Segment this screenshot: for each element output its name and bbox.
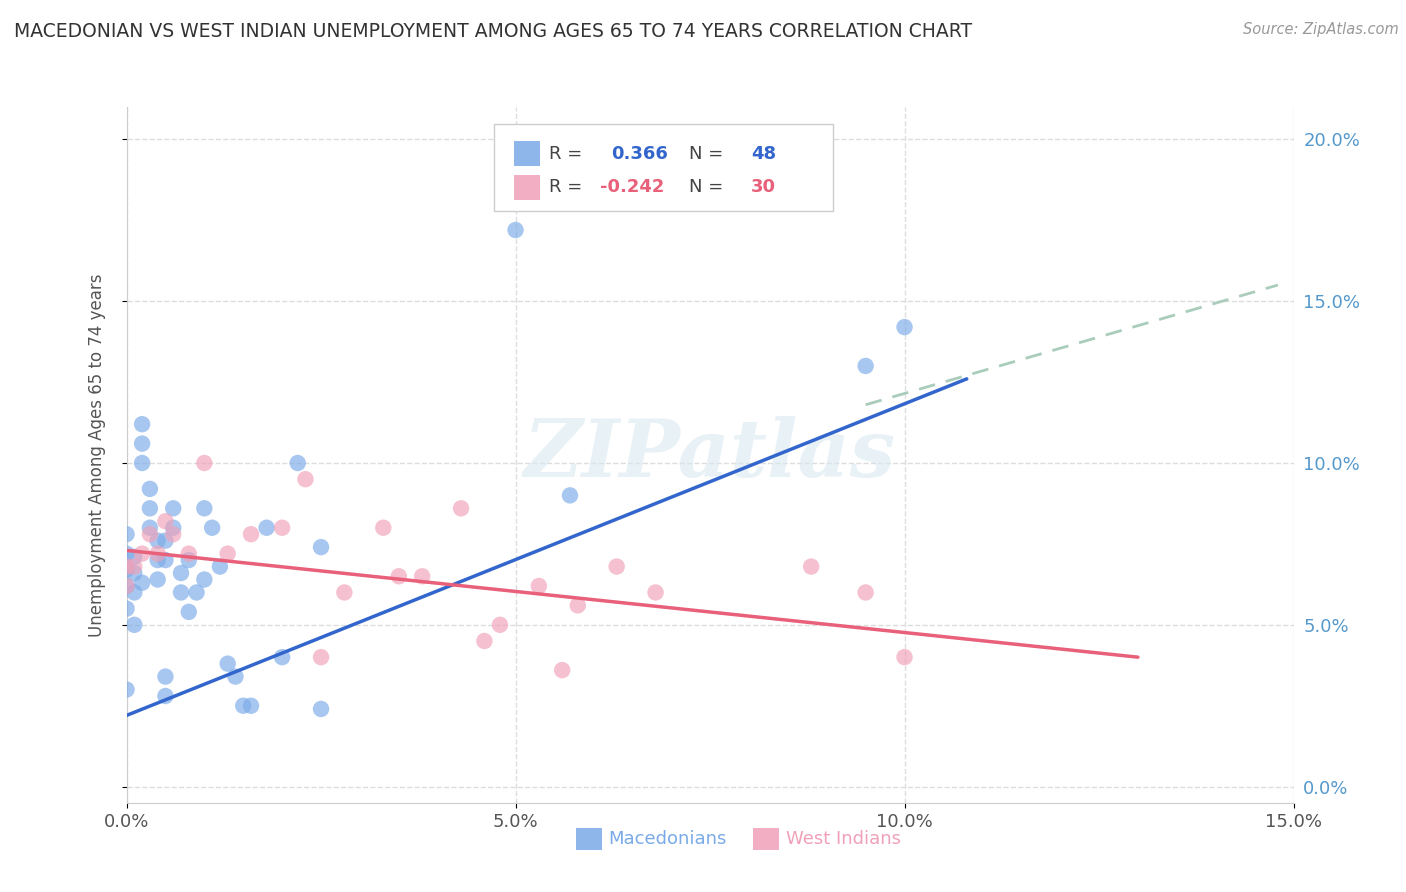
Point — [115, 579, 138, 593]
Point — [294, 472, 316, 486]
Point — [271, 650, 294, 665]
Point — [373, 521, 395, 535]
Point — [193, 573, 215, 587]
Point — [124, 617, 146, 632]
Bar — [754, 828, 779, 850]
Point — [139, 501, 162, 516]
Text: N =: N = — [689, 178, 730, 196]
Text: ZIPatlas: ZIPatlas — [524, 417, 896, 493]
Point — [115, 559, 138, 574]
Text: MACEDONIAN VS WEST INDIAN UNEMPLOYMENT AMONG AGES 65 TO 74 YEARS CORRELATION CHA: MACEDONIAN VS WEST INDIAN UNEMPLOYMENT A… — [14, 22, 972, 41]
Point — [309, 650, 332, 665]
Point — [333, 585, 356, 599]
Point — [124, 559, 146, 574]
Point — [474, 634, 496, 648]
Text: R =: R = — [548, 178, 588, 196]
Point — [115, 682, 138, 697]
Point — [177, 553, 200, 567]
Bar — [515, 141, 540, 166]
Point — [567, 599, 589, 613]
Point — [505, 223, 527, 237]
Point — [131, 456, 153, 470]
Point — [115, 547, 138, 561]
Point — [217, 547, 239, 561]
Text: 30: 30 — [751, 178, 776, 196]
Point — [411, 569, 433, 583]
Point — [606, 559, 628, 574]
Point — [155, 689, 177, 703]
Point — [256, 521, 278, 535]
Point — [893, 650, 915, 665]
Point — [131, 417, 153, 432]
Point — [309, 702, 332, 716]
Text: Source: ZipAtlas.com: Source: ZipAtlas.com — [1243, 22, 1399, 37]
Point — [644, 585, 666, 599]
Point — [201, 521, 224, 535]
Point — [224, 670, 246, 684]
Point — [115, 601, 138, 615]
Point — [170, 585, 193, 599]
Y-axis label: Unemployment Among Ages 65 to 74 years: Unemployment Among Ages 65 to 74 years — [87, 273, 105, 637]
Point — [131, 547, 153, 561]
Point — [146, 573, 169, 587]
Point — [170, 566, 193, 580]
Point — [558, 488, 581, 502]
Point — [489, 617, 512, 632]
Text: 48: 48 — [751, 145, 776, 162]
Point — [193, 456, 215, 470]
Point — [162, 501, 184, 516]
Point — [155, 670, 177, 684]
Point — [139, 482, 162, 496]
FancyBboxPatch shape — [494, 124, 832, 211]
Point — [146, 553, 169, 567]
Point — [240, 527, 263, 541]
Point — [208, 559, 231, 574]
Point — [855, 359, 877, 373]
Point — [186, 585, 208, 599]
Point — [155, 533, 177, 548]
Text: R =: R = — [548, 145, 588, 162]
Point — [146, 547, 169, 561]
Point — [193, 501, 215, 516]
Point — [177, 547, 200, 561]
Bar — [515, 175, 540, 200]
Point — [800, 559, 823, 574]
Point — [115, 579, 138, 593]
Point — [131, 575, 153, 590]
Point — [893, 320, 915, 334]
Point — [450, 501, 472, 516]
Point — [527, 579, 550, 593]
Point — [155, 514, 177, 528]
Point — [232, 698, 254, 713]
Point — [240, 698, 263, 713]
Point — [115, 527, 138, 541]
Point — [115, 563, 138, 577]
Point — [388, 569, 411, 583]
Point — [271, 521, 294, 535]
Point — [217, 657, 239, 671]
Point — [309, 540, 332, 554]
Point — [855, 585, 877, 599]
Point — [155, 553, 177, 567]
Bar — [576, 828, 602, 850]
Point — [124, 566, 146, 580]
Text: -0.242: -0.242 — [600, 178, 665, 196]
Point — [146, 533, 169, 548]
Point — [131, 436, 153, 450]
Point — [139, 521, 162, 535]
Point — [162, 527, 184, 541]
Text: N =: N = — [689, 145, 730, 162]
Text: West Indians: West Indians — [786, 830, 901, 848]
Point — [124, 549, 146, 564]
Point — [177, 605, 200, 619]
Text: 0.366: 0.366 — [610, 145, 668, 162]
Text: Macedonians: Macedonians — [609, 830, 727, 848]
Point — [287, 456, 309, 470]
Point — [139, 527, 162, 541]
Point — [162, 521, 184, 535]
Point — [551, 663, 574, 677]
Point — [124, 585, 146, 599]
